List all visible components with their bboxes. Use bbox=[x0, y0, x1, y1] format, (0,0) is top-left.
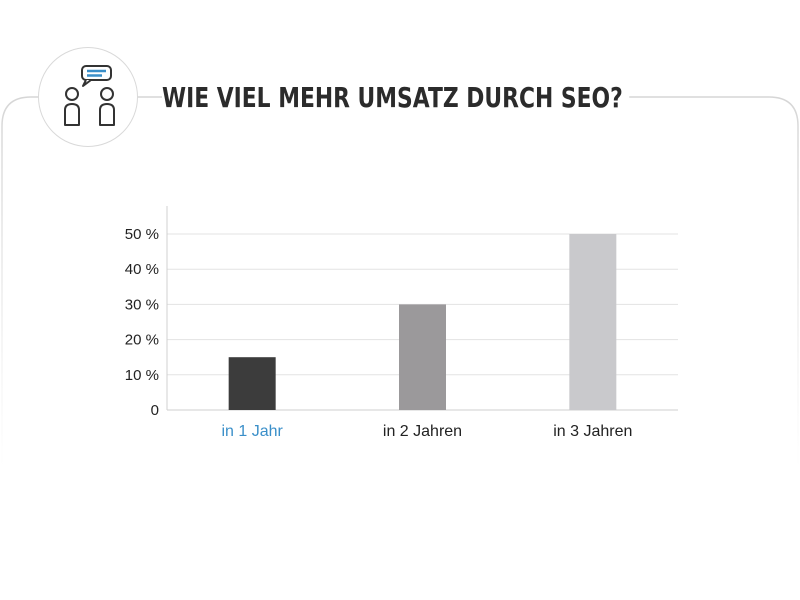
people-chat-icon bbox=[64, 65, 115, 126]
x-tick-labels: in 1 Jahr in 2 Jahren in 3 Jahren bbox=[221, 423, 632, 440]
header-badge bbox=[38, 47, 138, 147]
x-tick-label: in 3 Jahren bbox=[553, 423, 632, 440]
y-tick-label: 0 bbox=[151, 402, 159, 419]
y-tick-label: 20 % bbox=[125, 332, 159, 349]
y-tick-label: 10 % bbox=[125, 367, 159, 384]
bar-1 bbox=[228, 357, 276, 410]
bar-3 bbox=[569, 234, 617, 410]
bar-2 bbox=[399, 304, 446, 410]
y-tick-label: 50 % bbox=[125, 226, 159, 243]
y-tick-label: 30 % bbox=[125, 296, 159, 313]
x-tick-label: in 2 Jahren bbox=[383, 423, 462, 440]
x-tick-label: in 1 Jahr bbox=[221, 423, 283, 440]
y-tick-labels: 0 10 % 20 % 30 % 40 % 50 % bbox=[125, 226, 159, 419]
bars bbox=[228, 234, 617, 410]
page-title: WIE VIEL MEHR UMSATZ DURCH SEO? bbox=[162, 78, 630, 118]
y-tick-label: 40 % bbox=[125, 261, 159, 278]
